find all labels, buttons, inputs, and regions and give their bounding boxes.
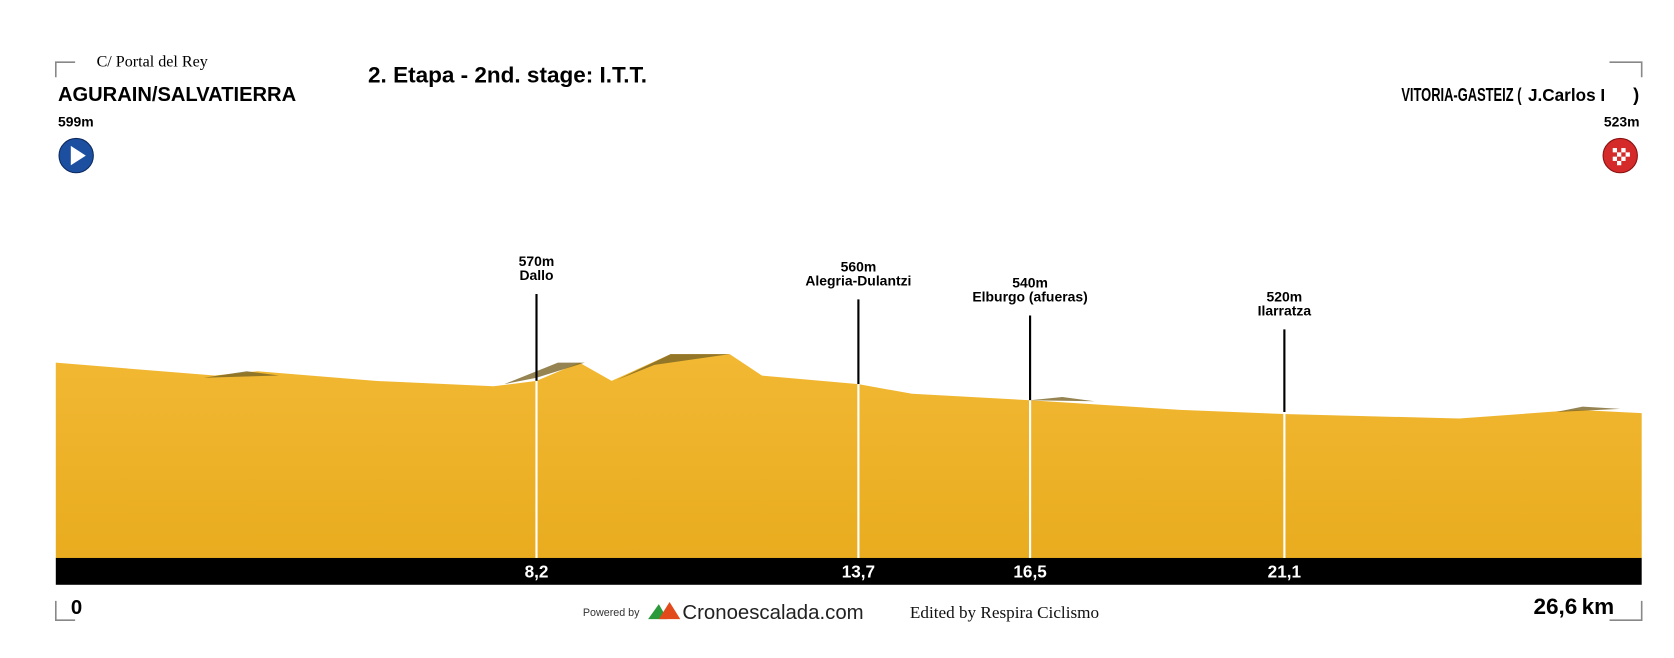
start-icon-arrow <box>70 145 86 166</box>
powered-by: Powered by <box>583 607 640 619</box>
terrain <box>55 354 1642 558</box>
waypoint-km: 16,5 <box>1013 561 1047 581</box>
waypoint-km: 21,1 <box>1268 561 1302 581</box>
logo <box>658 601 681 620</box>
waypoint-km: 13,7 <box>842 561 875 581</box>
distance-bar <box>55 557 1642 585</box>
stage-title: 2. Etapa - 2nd. stage: I.T.T. <box>368 63 647 88</box>
terrain-shade <box>203 354 1621 413</box>
waypoint-elevation: 570m <box>519 253 555 269</box>
finish-elevation: 523m <box>1604 114 1640 130</box>
start-elevation: 599m <box>58 114 94 130</box>
finish-close: ) <box>1633 84 1639 105</box>
frame <box>54 61 1643 621</box>
finish-town: VITORIA-GASTEIZ ( <box>1401 84 1522 105</box>
start-street: C/ Portal del Rey <box>97 54 208 71</box>
distance-start: 0 <box>71 597 82 619</box>
waypoint-name: Dallo <box>519 267 553 283</box>
waypoint-elevation: 560m <box>841 258 877 274</box>
waypoint-elevation: 520m <box>1267 289 1303 305</box>
waypoint-name: Ilarratza <box>1258 302 1312 318</box>
waypoint-km: 8,2 <box>525 561 549 581</box>
edited-by: Edited by Respira Ciclismo <box>910 603 1099 622</box>
waypoint-name: Elburgo (afueras) <box>972 289 1087 305</box>
distance-end: 26,6 <box>1533 594 1577 619</box>
brand[interactable]: Cronoescalada.com <box>682 602 863 624</box>
finish-icon-flag <box>1612 148 1630 166</box>
waypoint-elevation: 540m <box>1012 275 1048 291</box>
waypoint-name: Alegria-Dulantzi <box>805 272 911 288</box>
finish-street: J.Carlos I <box>1528 85 1605 105</box>
distance-unit: km <box>1582 594 1615 619</box>
start-town: AGURAIN/SALVATIERRA <box>58 84 296 106</box>
